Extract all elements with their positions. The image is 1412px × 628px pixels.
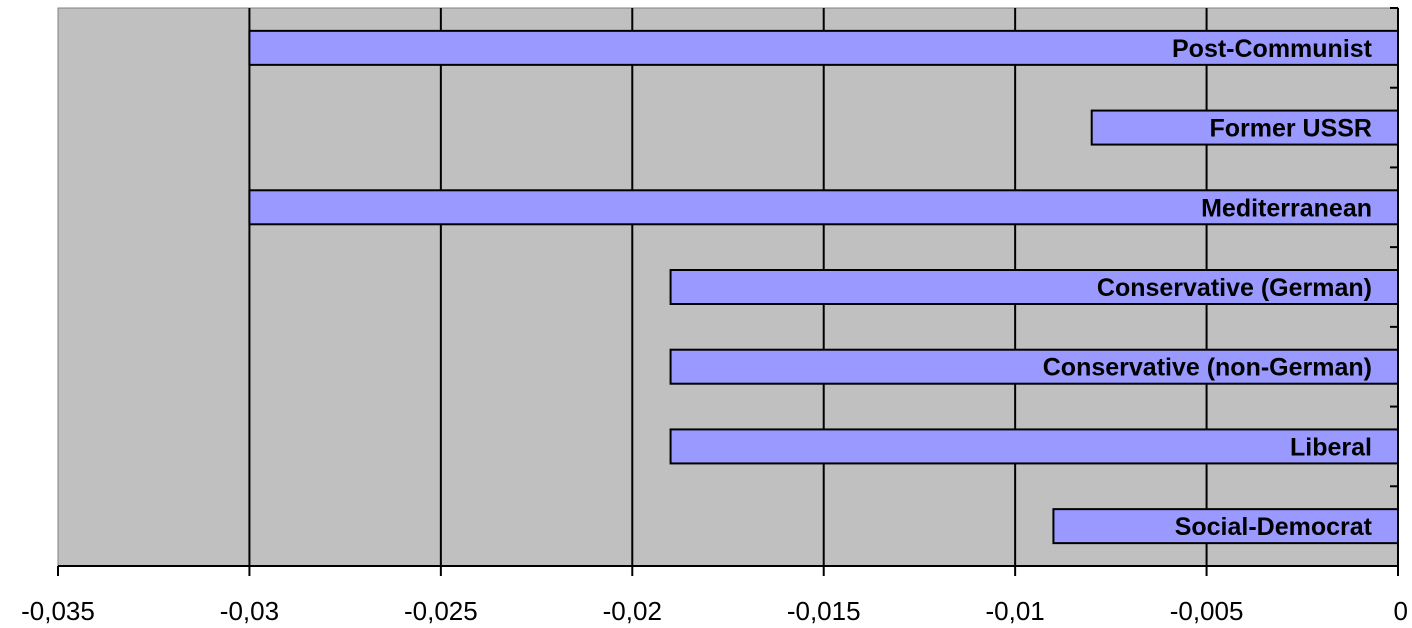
category-label: Liberal <box>1290 433 1372 461</box>
bar <box>669 348 1399 385</box>
bar <box>1052 508 1400 545</box>
category-label: Former USSR <box>1209 115 1372 143</box>
category-label: Mediterranean <box>1201 194 1372 222</box>
bar <box>248 189 1399 226</box>
x-tick-label: 0 <box>1394 596 1408 626</box>
x-tick-label: -0,02 <box>603 596 662 626</box>
x-tick-label: -0,015 <box>787 596 861 626</box>
bars: Post-Communist Former USSR Mediterranean Co… <box>248 29 1400 545</box>
bar <box>669 428 1399 465</box>
category-label: Social-Democrat <box>1175 513 1373 541</box>
category-axis-ticks <box>1390 7 1399 567</box>
bar <box>669 269 1399 305</box>
category-label: Conservative (German) <box>1097 274 1372 302</box>
x-tick-label: -0,035 <box>21 596 95 626</box>
x-tick-label: -0,01 <box>986 596 1045 626</box>
bar <box>1090 109 1399 146</box>
category-label: Post-Communist <box>1172 35 1373 63</box>
x-tick-label: -0,03 <box>220 596 279 626</box>
x-axis: -0,035 -0,03 -0,025 -0,02 -0,015 -0,01 -0,005 0 <box>21 565 1408 626</box>
category-label: Conservative (non-German) <box>1043 354 1372 382</box>
x-tick-label: -0,025 <box>404 596 478 626</box>
x-tick-label: -0,005 <box>1170 596 1244 626</box>
